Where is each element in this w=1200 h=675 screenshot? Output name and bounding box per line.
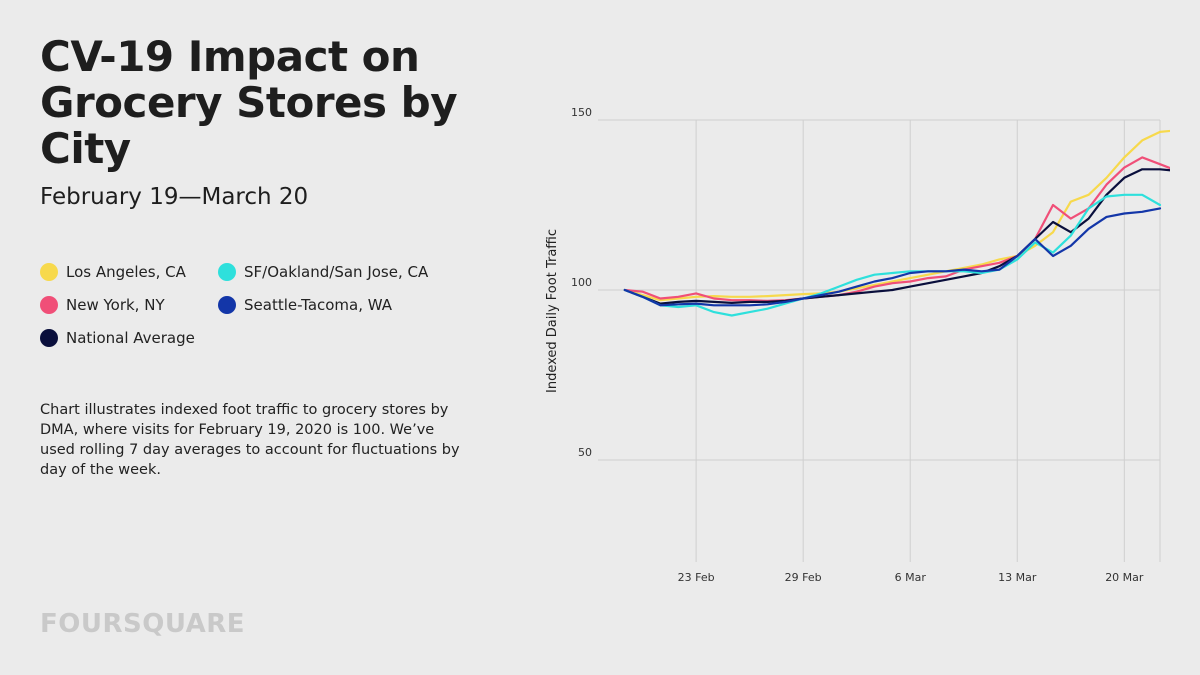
legend-label: Seattle-Tacoma, WA (244, 296, 393, 314)
legend-label: Los Angeles, CA (66, 263, 186, 281)
series-line-sf-oakland-san-jose-ca (623, 193, 1162, 317)
y-axis-title: Indexed Daily Foot Traffic (545, 229, 560, 393)
series-line-seattle-tacoma-wa (623, 207, 1162, 307)
chart-subtitle: February 19—March 20 (40, 184, 309, 210)
line-chart: 23 Feb 29 Feb 6 Mar 13 Mar 20 Mar 50 100 150 Ind… (545, 106, 1170, 584)
legend-item-sf-oakland: SF/Oakland/San Jose, CA (218, 262, 458, 282)
legend-item-seattle: Seattle-Tacoma, WA (218, 295, 458, 315)
legend-swatch (40, 329, 58, 347)
legend-item-new-york: New York, NY (40, 295, 218, 315)
series-line-los-angeles-ca (623, 129, 1170, 302)
y-tick-label: 150 (571, 106, 592, 119)
legend-item-national-average: National Average (40, 328, 218, 348)
legend-item-los-angeles: Los Angeles, CA (40, 262, 218, 282)
legend-swatch (40, 296, 58, 314)
y-tick-label: 50 (578, 446, 592, 459)
chart-title: CV-19 Impact on Grocery Stores by City (40, 32, 458, 173)
legend-swatch (218, 296, 236, 314)
y-tick-label: 100 (571, 276, 592, 289)
x-tick-label: 23 Feb (678, 571, 715, 584)
x-tick-label: 13 Mar (998, 571, 1037, 584)
chart-note: Chart illustrates indexed foot traffic t… (40, 402, 460, 478)
x-tick-label: 6 Mar (895, 571, 927, 584)
legend-label: New York, NY (66, 296, 165, 314)
legend: Los Angeles, CA SF/Oakland/San Jose, CA … (40, 262, 480, 348)
legend-swatch (218, 263, 236, 281)
legend-label: National Average (66, 329, 195, 347)
legend-label: SF/Oakland/San Jose, CA (244, 263, 429, 281)
x-tick-label: 20 Mar (1105, 571, 1144, 584)
foursquare-logo: FOURSQUARE (40, 609, 246, 639)
x-tick-label: 29 Feb (785, 571, 822, 584)
series-line-national-average (623, 168, 1170, 305)
series-line-new-york-ny (623, 156, 1170, 302)
legend-swatch (40, 263, 58, 281)
